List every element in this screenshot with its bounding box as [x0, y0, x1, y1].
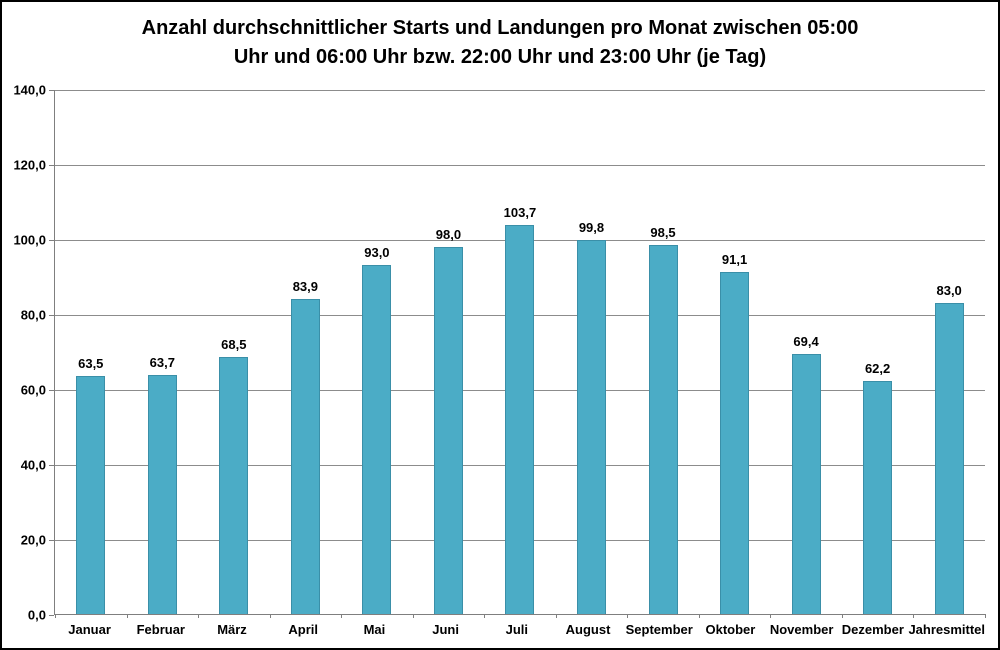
bar-column: 83,0	[913, 90, 985, 614]
bar-value-label: 99,8	[578, 219, 605, 235]
x-axis-labels: Januar Februar März April Mai Juni Juli August S…	[54, 622, 985, 637]
bar	[76, 375, 106, 614]
y-axis-tick-label: 20,0	[20, 532, 46, 548]
x-axis-tick	[269, 614, 271, 618]
y-axis-tick	[49, 90, 54, 91]
bar-value-label: 91,1	[721, 252, 748, 268]
x-axis-label: Januar	[68, 622, 111, 637]
bar	[648, 244, 678, 614]
x-axis-tick	[412, 614, 414, 618]
y-axis-tick	[49, 165, 54, 166]
y-axis-tick-label: 120,0	[13, 157, 46, 173]
y-axis-tick	[49, 615, 54, 616]
x-axis-tick	[341, 614, 343, 618]
chart-title: Anzahl durchschnittlicher Starts und Lan…	[2, 14, 998, 72]
bar-column: 63,5	[55, 90, 127, 614]
bar-column: 69,4	[770, 90, 842, 614]
bar-value-label: 83,9	[292, 279, 319, 295]
bar	[147, 375, 177, 614]
bar	[791, 353, 821, 614]
x-axis-tick	[627, 614, 629, 618]
bar-value-label: 68,5	[221, 337, 247, 353]
bar-value-label: 62,2	[864, 360, 891, 376]
bar	[863, 380, 893, 614]
x-axis-tick	[484, 614, 486, 618]
bar-column: 103,7	[484, 90, 556, 614]
y-axis-tick-label: 140,0	[13, 82, 46, 98]
x-axis-tick	[555, 614, 557, 618]
bar	[720, 272, 750, 614]
x-axis-label: Oktober	[705, 622, 756, 637]
x-axis-ticks	[55, 614, 986, 618]
plot-area: 63,5 63,7 68,5 83,9 93,0 98,0 103,7 99,8 98,5 91,…	[49, 90, 986, 618]
x-axis-label: März	[217, 622, 247, 637]
x-axis-label: Dezember	[841, 622, 904, 637]
bar-series: 63,5 63,7 68,5 83,9 93,0 98,0 103,7 99,8 98,5 91,…	[55, 90, 985, 614]
bar	[362, 265, 392, 614]
x-axis-tick	[770, 614, 772, 618]
chart-title-line-1: Anzahl durchschnittlicher Starts und Lan…	[141, 17, 859, 39]
x-axis-tick	[913, 614, 915, 618]
x-axis-label: Juni	[432, 622, 459, 637]
y-axis-tick-label: 80,0	[20, 307, 46, 323]
gridline	[55, 165, 985, 166]
chart-title-line-2: Uhr und 06:00 Uhr bzw. 22:00 Uhr und 23:…	[233, 46, 767, 68]
x-axis-tick	[126, 614, 128, 618]
bar-value-label: 98,0	[435, 226, 462, 242]
bar-column: 93,0	[341, 90, 413, 614]
y-axis-tick	[49, 240, 54, 241]
y-axis-tick	[49, 465, 54, 466]
x-axis-label: November	[769, 622, 834, 637]
x-axis-label: Februar	[136, 622, 185, 637]
x-axis-label: Mai	[363, 622, 386, 637]
y-axis-tick-label: 40,0	[20, 457, 46, 473]
bar-column: 98,0	[413, 90, 485, 614]
bar-column: 83,9	[270, 90, 342, 614]
x-axis-label: August	[565, 622, 611, 637]
bar-column: 68,5	[198, 90, 270, 614]
bar	[505, 225, 535, 614]
bar	[576, 239, 606, 614]
y-axis-tick-label: 100,0	[13, 232, 46, 248]
bar	[934, 302, 964, 614]
gridline	[55, 90, 985, 91]
y-axis-tick	[49, 315, 54, 316]
bar-value-label: 69,4	[793, 333, 819, 349]
x-axis-tick	[985, 614, 986, 618]
x-axis-tick	[198, 614, 200, 618]
bar-value-label: 63,5	[78, 355, 104, 371]
x-axis-tick	[841, 614, 843, 618]
x-axis-label: Juli	[505, 622, 529, 637]
x-axis-tick	[698, 614, 700, 618]
bar	[219, 357, 249, 614]
y-axis-tick	[49, 390, 54, 391]
x-axis-tick	[55, 614, 56, 618]
bar-column: 62,2	[842, 90, 914, 614]
bar-value-label: 63,7	[149, 355, 175, 371]
bar-value-label: 83,0	[936, 282, 962, 298]
y-axis-labels: 0,0 20,0 40,0 60,0 80,0 100,0 120,0 140,0	[2, 83, 46, 623]
y-axis-tick-label: 0,0	[27, 607, 46, 623]
bar-value-label: 103,7	[503, 205, 537, 221]
x-axis-label: September	[625, 622, 693, 637]
bar	[433, 246, 463, 614]
bar-value-label: 98,5	[650, 224, 676, 240]
bar-column: 98,5	[627, 90, 699, 614]
x-axis-label: Jahresmittel	[908, 622, 986, 637]
x-axis-label: April	[288, 622, 319, 637]
bar-column: 91,1	[699, 90, 771, 614]
y-axis-tick	[49, 540, 54, 541]
bar-column: 99,8	[556, 90, 628, 614]
bar-value-label: 93,0	[364, 245, 390, 261]
y-axis-tick-label: 60,0	[20, 382, 46, 398]
bar	[290, 299, 320, 614]
bar-column: 63,7	[127, 90, 199, 614]
